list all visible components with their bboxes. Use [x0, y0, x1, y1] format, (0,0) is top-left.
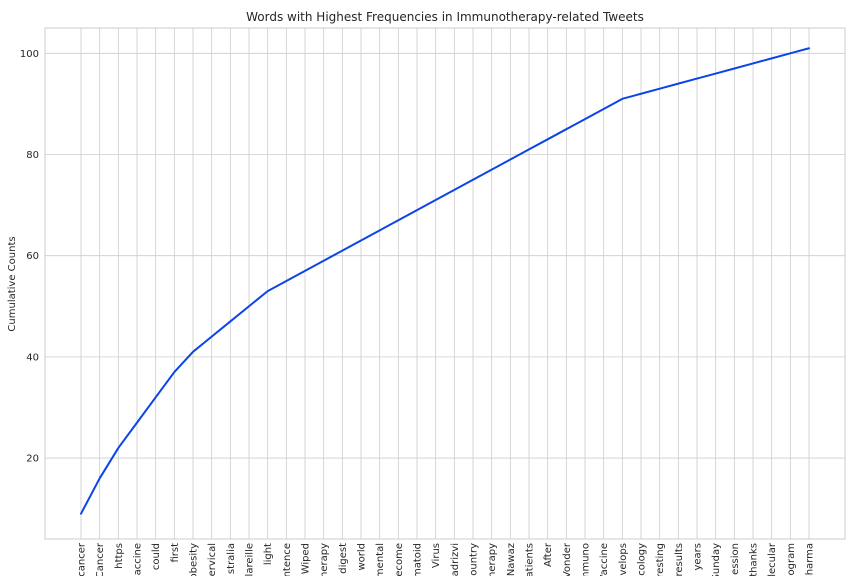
x-tick-label: first	[170, 543, 181, 563]
x-tick-label: cology	[637, 543, 648, 576]
y-tick-label: 20	[26, 454, 39, 465]
y-tick-label: 80	[26, 150, 39, 161]
x-tick-label: years	[693, 543, 704, 571]
x-tick-label: cancer	[77, 542, 88, 576]
x-tick-label: could	[151, 543, 162, 570]
chart-title: Words with Highest Frequencies in Immuno…	[246, 10, 644, 24]
x-tick-label: obesity	[189, 543, 200, 576]
x-tick-label: adrizvi	[450, 543, 461, 576]
y-tick-label: 40	[26, 352, 39, 363]
x-tick-label: light	[263, 543, 274, 565]
x-tick-label: thanks	[749, 543, 760, 576]
x-tick-label: accine	[133, 543, 144, 575]
x-tick-label: resting	[655, 543, 666, 576]
plot-border	[44, 27, 846, 540]
x-tick-label: Nawaz	[506, 543, 517, 576]
x-tick-label: velops	[618, 543, 629, 576]
x-tick-label: world	[357, 543, 368, 571]
plot-frame	[44, 27, 846, 540]
series-line-group	[80, 47, 810, 515]
x-tick-label: entence	[282, 543, 293, 576]
y-tick-labels: 20 40 60 80 100	[20, 49, 39, 465]
x-tick-label: ecome	[394, 543, 405, 576]
x-tick-label: ession	[730, 543, 741, 575]
x-tick-label: mental	[375, 543, 386, 576]
x-tick-label: pharma	[805, 543, 816, 576]
x-tick-label: matoid	[413, 543, 424, 576]
x-tick-label: Cancer	[95, 542, 106, 576]
x-tick-label: lareille	[245, 543, 256, 576]
x-tick-label: results	[674, 543, 685, 576]
x-tick-label: ogram	[786, 543, 797, 575]
y-tick-label: 60	[26, 251, 39, 262]
x-tick-label: ervical	[207, 543, 218, 576]
series-line	[80, 47, 810, 515]
x-tick-label: stralia	[226, 543, 237, 574]
grid	[45, 28, 845, 539]
x-tick-label: Vaccine	[599, 543, 610, 576]
x-tick-label: lecular	[767, 542, 778, 576]
x-tick-label: Virus	[431, 543, 442, 568]
x-tick-label: https	[114, 543, 125, 569]
x-tick-label: mmuno	[581, 543, 592, 576]
x-tick-label: Wiped	[301, 543, 312, 574]
x-tick-label: herapy	[487, 543, 498, 576]
x-tick-label: atients	[525, 543, 536, 576]
x-tick-labels: cancer Cancer https accine could first obesity…	[77, 542, 816, 576]
x-tick-label: Sunday	[711, 543, 722, 576]
x-tick-label: Vonder	[562, 542, 573, 576]
x-tick-label: ountry	[469, 543, 480, 576]
x-tick-label: digest	[338, 543, 349, 574]
y-tick-label: 100	[20, 49, 39, 60]
x-tick-label: herapy	[319, 543, 330, 576]
y-axis-label: Cumulative Counts	[7, 236, 18, 331]
x-tick-label: After	[543, 542, 554, 567]
